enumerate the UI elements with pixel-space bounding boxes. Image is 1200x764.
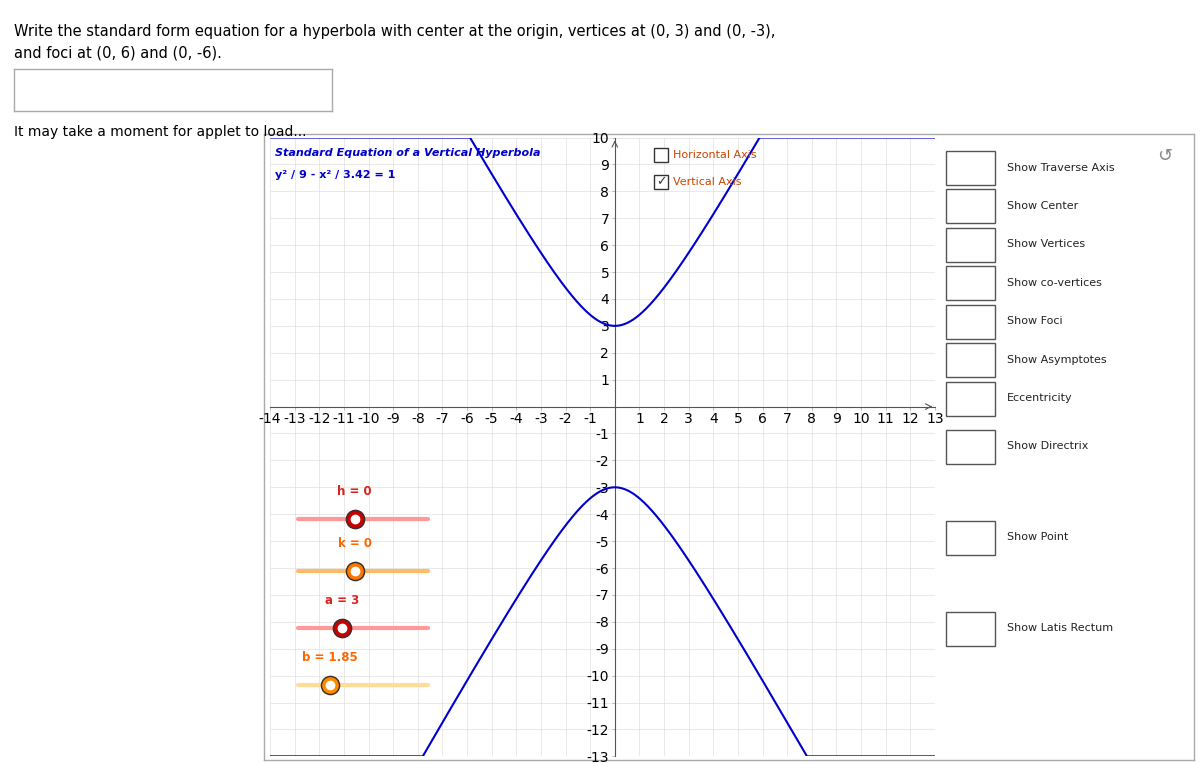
Text: h = 0: h = 0	[337, 485, 372, 498]
Text: Show Traverse Axis: Show Traverse Axis	[1007, 163, 1115, 173]
Text: Show Center: Show Center	[1007, 201, 1078, 211]
Bar	[654, 147, 667, 163]
Text: a = 3: a = 3	[324, 594, 359, 607]
Text: Eccentricity: Eccentricity	[1007, 393, 1073, 403]
FancyBboxPatch shape	[946, 305, 995, 338]
FancyBboxPatch shape	[946, 343, 995, 377]
Text: ✓: ✓	[655, 176, 666, 189]
Text: Show Foci: Show Foci	[1007, 316, 1062, 326]
Text: Show Vertices: Show Vertices	[1007, 239, 1085, 250]
Text: Show Directrix: Show Directrix	[1007, 442, 1088, 452]
FancyBboxPatch shape	[946, 381, 995, 416]
FancyBboxPatch shape	[946, 189, 995, 223]
Text: Show Latis Rectum: Show Latis Rectum	[1007, 623, 1112, 633]
Text: ↺: ↺	[1157, 147, 1172, 165]
Text: Horizontal Axis: Horizontal Axis	[673, 150, 756, 160]
Bar	[654, 174, 667, 189]
FancyBboxPatch shape	[946, 266, 995, 300]
Text: Show co-vertices: Show co-vertices	[1007, 278, 1102, 288]
FancyBboxPatch shape	[946, 612, 995, 646]
FancyBboxPatch shape	[946, 521, 995, 555]
Text: Write the standard form equation for a hyperbola with center at the origin, vert: Write the standard form equation for a h…	[14, 24, 775, 60]
Text: b = 1.85: b = 1.85	[302, 651, 358, 664]
Text: Standard Equation of a Vertical Hyperbola: Standard Equation of a Vertical Hyperbol…	[275, 148, 540, 158]
FancyBboxPatch shape	[946, 151, 995, 185]
Text: y² / 9 - x² / 3.42 = 1: y² / 9 - x² / 3.42 = 1	[275, 170, 395, 180]
Text: Show Point: Show Point	[1007, 533, 1068, 542]
FancyBboxPatch shape	[946, 228, 995, 262]
Text: It may take a moment for applet to load...: It may take a moment for applet to load.…	[14, 125, 307, 138]
Text: Vertical Axis: Vertical Axis	[673, 177, 742, 187]
Text: Show Asymptotes: Show Asymptotes	[1007, 354, 1106, 364]
Text: k = 0: k = 0	[337, 537, 372, 550]
FancyBboxPatch shape	[946, 429, 995, 464]
